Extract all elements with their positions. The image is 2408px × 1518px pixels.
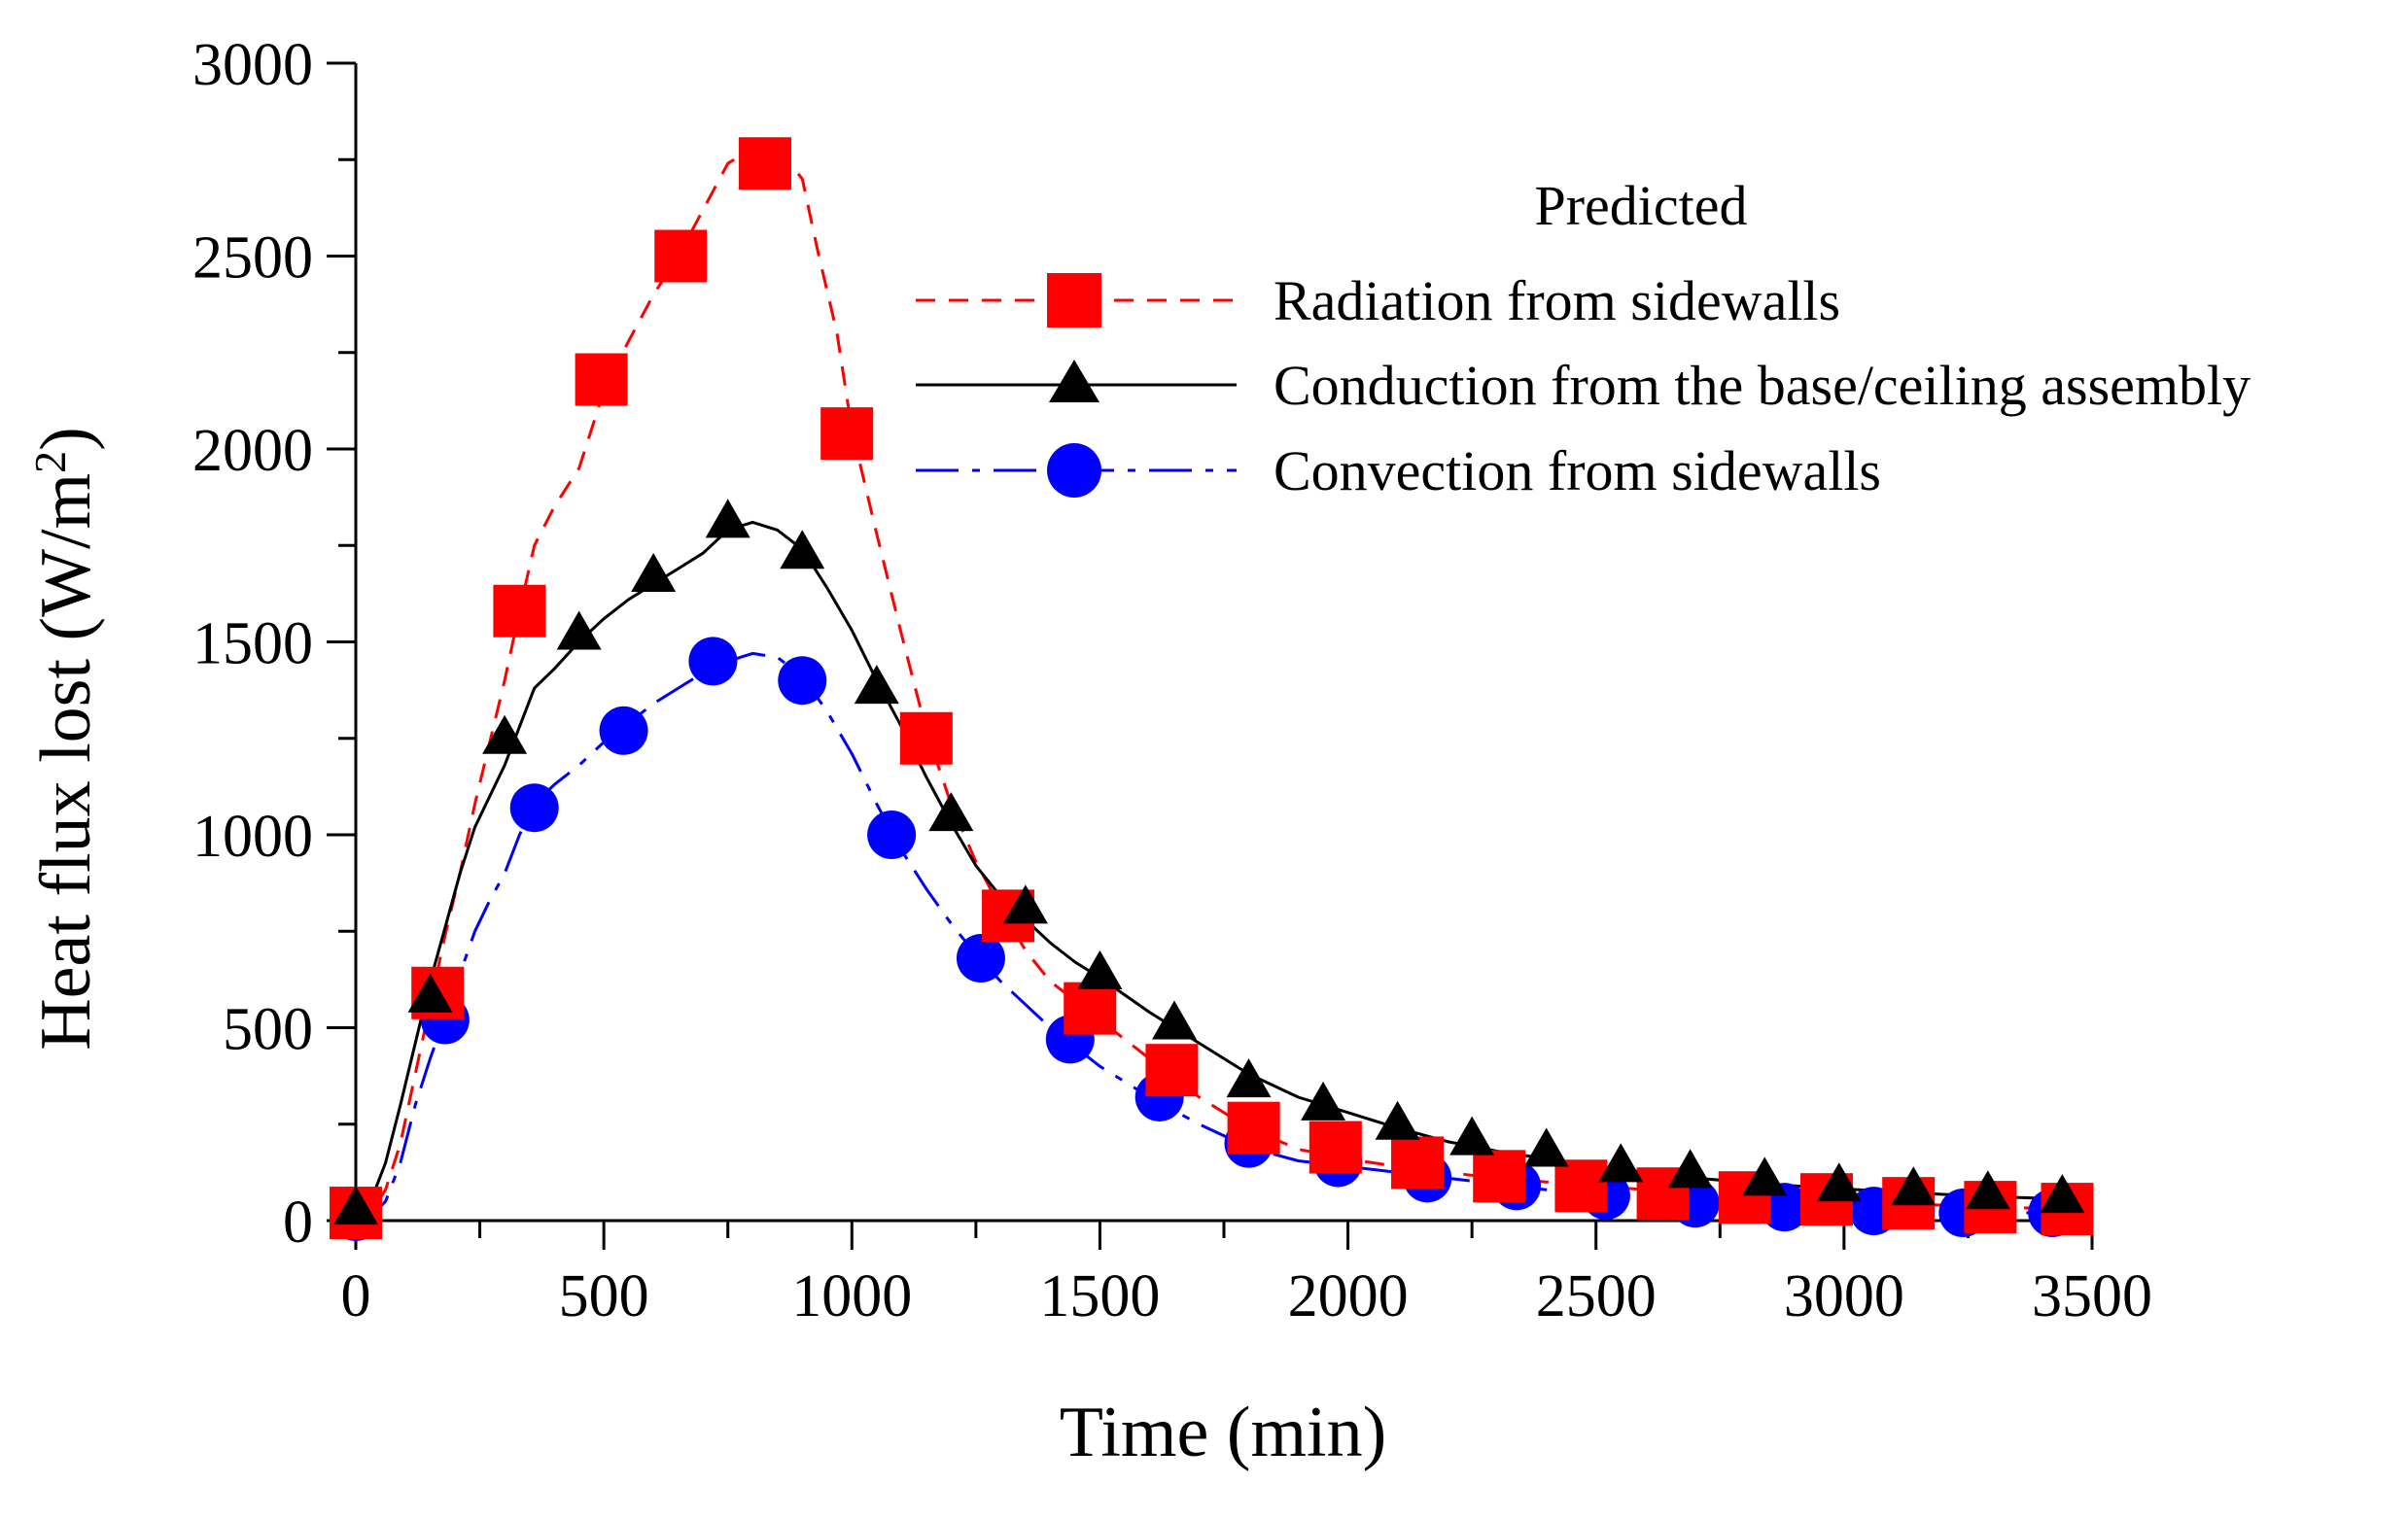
x-tick-label: 2000 xyxy=(1288,1263,1409,1329)
legend-label-conduction: Conduction from the base/ceiling assembl… xyxy=(1274,354,2251,417)
data-point-conduction xyxy=(1301,1081,1346,1121)
x-tick-label: 500 xyxy=(559,1263,649,1329)
data-point-conduction xyxy=(1226,1058,1272,1098)
data-point-radiation xyxy=(1227,1101,1280,1155)
legend-label-convection: Convection from sidewalls xyxy=(1274,439,1881,502)
y-axis-title-superscript: 2 xyxy=(25,451,75,473)
data-point-convection xyxy=(778,656,827,706)
data-point-conduction xyxy=(2040,1174,2085,1214)
data-point-conduction xyxy=(407,973,453,1013)
legend: Predicted Radiation from sidewalls Condu… xyxy=(916,174,2251,502)
data-point-conduction xyxy=(1891,1166,1937,1206)
data-point-conduction xyxy=(1375,1100,1420,1140)
data-point-convection xyxy=(599,706,648,755)
y-tick-label: 1500 xyxy=(192,611,313,677)
data-point-radiation xyxy=(1554,1159,1608,1213)
data-point-radiation xyxy=(1309,1121,1362,1174)
data-point-conduction xyxy=(1523,1127,1569,1167)
data-point-conduction xyxy=(1742,1156,1788,1196)
data-point-convection xyxy=(509,783,559,833)
data-point-conduction xyxy=(1002,884,1048,924)
data-point-conduction xyxy=(854,665,899,705)
legend-title: Predicted xyxy=(1534,174,1747,237)
series-markers-layer xyxy=(330,137,2094,1242)
data-point-conduction xyxy=(705,499,750,538)
x-tick-label: 1000 xyxy=(791,1263,912,1329)
data-point-conduction xyxy=(1598,1143,1644,1183)
data-point-convection xyxy=(956,934,1005,983)
x-axis-title: Time (min) xyxy=(1060,1393,1386,1472)
data-point-conduction xyxy=(928,792,974,832)
y-axis-title-close: ) xyxy=(26,427,106,451)
y-axis-title-main: Heat flux lost (W/m xyxy=(26,473,106,1051)
legend-marker-convection xyxy=(1047,443,1101,498)
axes-layer: 0 500 1000 1500 2000 2500 3000 3500 0 500 1000 1500… xyxy=(192,32,2152,1329)
legend-label-radiation: Radiation from sidewalls xyxy=(1274,269,1840,332)
legend-marker-radiation xyxy=(1047,273,1101,328)
x-tick-label: 2500 xyxy=(1536,1263,1657,1329)
data-point-conduction xyxy=(1816,1162,1862,1202)
data-point-radiation xyxy=(820,407,874,461)
data-point-radiation xyxy=(899,711,953,765)
data-point-convection xyxy=(688,637,738,686)
y-axis-title: Heat flux lost (W/m2) xyxy=(25,427,107,1051)
data-point-radiation xyxy=(1391,1136,1445,1190)
y-tick-label: 0 xyxy=(283,1190,313,1256)
y-tick-label: 500 xyxy=(223,997,313,1063)
data-point-radiation xyxy=(1473,1150,1526,1203)
legend-marker-conduction xyxy=(1049,360,1099,402)
x-tick-label: 3000 xyxy=(1784,1263,1904,1329)
x-tick-label: 1500 xyxy=(1039,1263,1160,1329)
data-point-conduction xyxy=(482,714,528,754)
data-point-conduction xyxy=(1449,1116,1495,1156)
data-point-conduction xyxy=(333,1186,378,1225)
y-tick-label: 3000 xyxy=(192,32,313,98)
data-point-conduction xyxy=(1077,949,1123,989)
x-tick-label: 0 xyxy=(341,1263,371,1329)
y-tick-label: 2500 xyxy=(192,225,313,292)
y-tick-label: 2000 xyxy=(192,418,313,484)
data-point-conduction xyxy=(780,530,825,569)
data-point-conduction xyxy=(1965,1170,2010,1210)
data-point-radiation xyxy=(1064,982,1117,1035)
data-point-radiation xyxy=(1145,1044,1199,1097)
data-point-radiation xyxy=(654,229,708,283)
x-tick-label: 3500 xyxy=(2032,1263,2152,1329)
y-tick-label: 1000 xyxy=(192,804,313,870)
data-point-radiation xyxy=(493,584,546,638)
series-line-triangle xyxy=(354,520,2068,1222)
data-point-radiation xyxy=(575,353,628,406)
data-point-radiation xyxy=(738,137,791,190)
data-point-conduction xyxy=(1151,1000,1197,1040)
data-point-conduction xyxy=(1667,1149,1713,1189)
data-point-conduction xyxy=(556,610,602,650)
data-point-conduction xyxy=(631,553,677,593)
data-point-convection xyxy=(867,811,917,859)
